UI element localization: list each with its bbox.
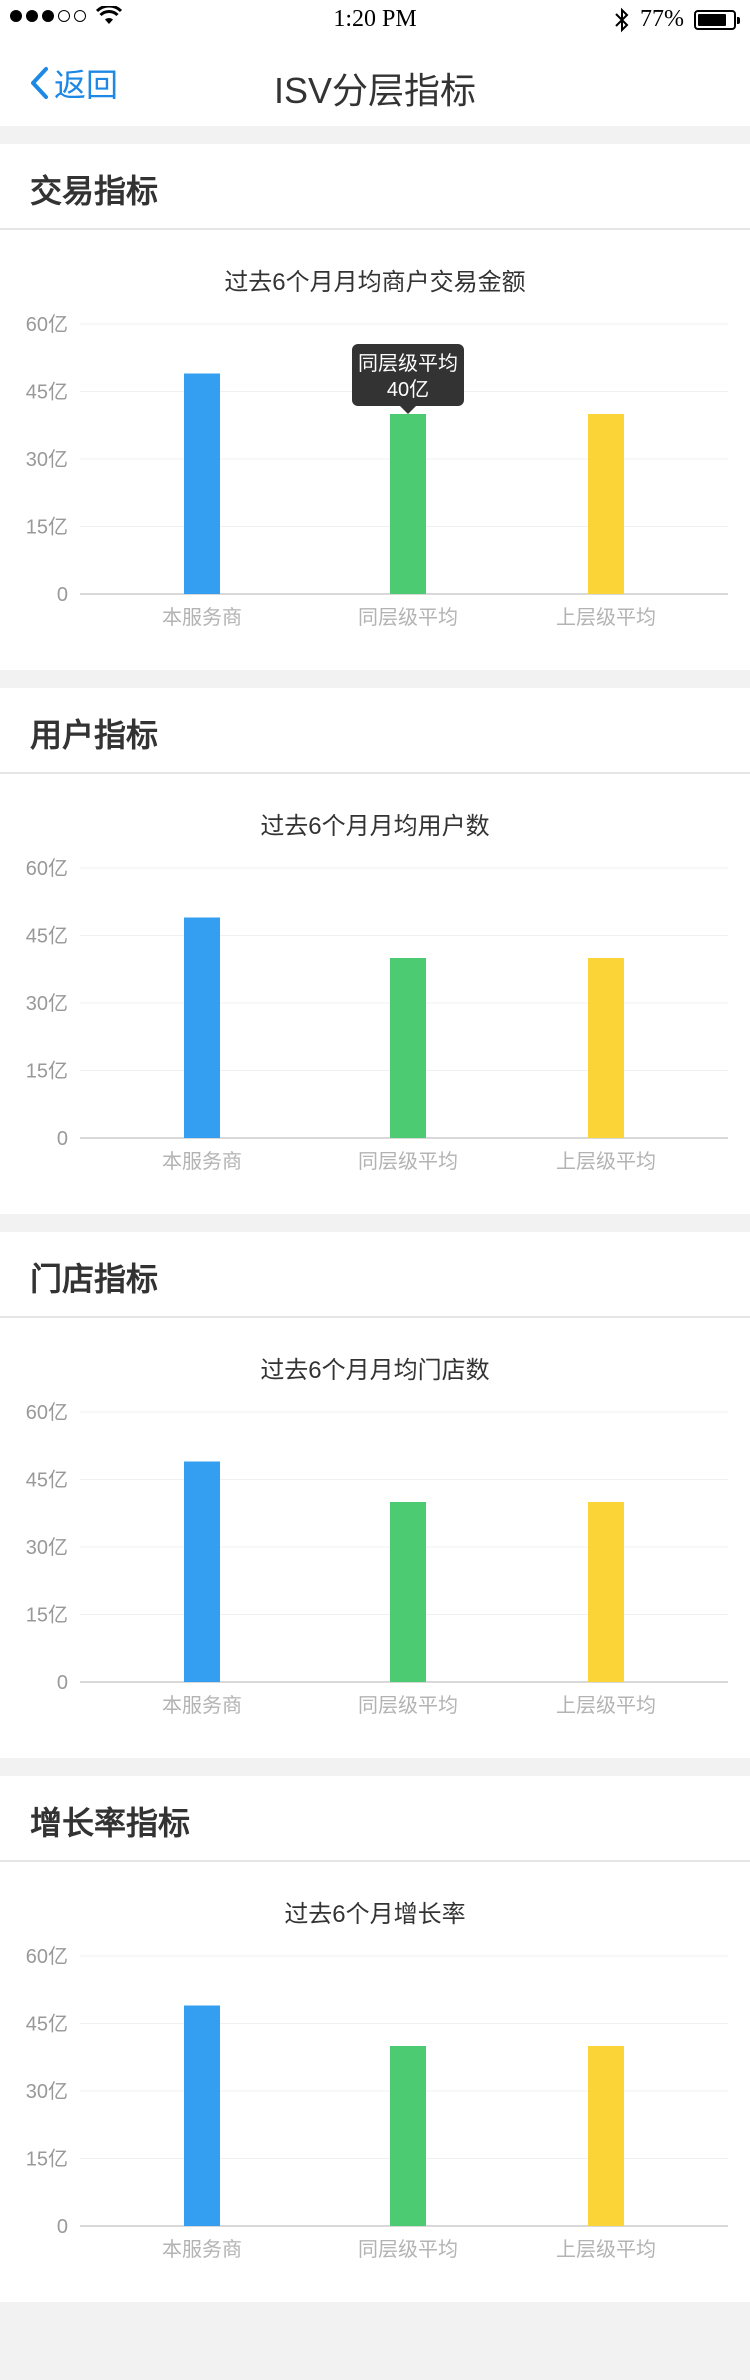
navigation-bar: 返回 ISV分层指标 (0, 40, 750, 126)
x-tick-label: 同层级平均 (358, 606, 458, 629)
x-tick-label: 同层级平均 (358, 2238, 458, 2261)
chart-title: 过去6个月月均门店数 (260, 1357, 490, 1384)
battery-icon (694, 9, 740, 30)
bar (390, 958, 426, 1138)
y-tick-label: 0 (57, 2216, 68, 2238)
section-title: 交易指标 (30, 173, 159, 209)
chart-title: 过去6个月月均商户交易金额 (224, 269, 526, 296)
tooltip: 同层级平均 40亿 (352, 344, 464, 414)
tooltip-value: 40亿 (387, 378, 429, 401)
bar (390, 1502, 426, 1682)
x-tick-label: 上层级平均 (556, 1150, 656, 1173)
store-metrics-section: 门店指标 过去6个月月均门店数 0 15亿 30亿 45亿 60亿本服务商 同层级平均 上层… (0, 1232, 750, 1758)
x-tick-label: 上层级平均 (556, 1694, 656, 1717)
x-tick-label: 本服务商 (162, 606, 242, 629)
section-title: 用户指标 (30, 717, 159, 753)
back-button[interactable]: 返回 (28, 60, 118, 106)
status-bar: 1:20 PM 77% (0, 0, 750, 40)
section-title: 增长率指标 (30, 1805, 191, 1841)
bar (184, 917, 220, 1138)
bar (390, 414, 426, 594)
section-header (0, 1776, 750, 1862)
back-label: 返回 (54, 67, 119, 103)
y-tick-label: 45亿 (26, 2013, 68, 2036)
chevron-left-icon (31, 67, 48, 99)
y-tick-label: 30亿 (26, 2080, 68, 2103)
bar (184, 2005, 220, 2226)
x-tick-label: 本服务商 (162, 1694, 242, 1717)
x-tick-label: 同层级平均 (358, 1694, 458, 1717)
section-header (0, 688, 750, 774)
battery-percent: 77% (640, 6, 684, 32)
x-tick-label: 上层级平均 (556, 2238, 656, 2261)
bar (390, 2046, 426, 2226)
y-tick-label: 30亿 (26, 448, 68, 471)
y-tick-label: 15亿 (26, 516, 68, 539)
section-header (0, 144, 750, 230)
bar (588, 2046, 624, 2226)
y-tick-label: 30亿 (26, 1536, 68, 1559)
chart-title: 过去6个月月均用户数 (260, 813, 490, 840)
x-tick-label: 本服务商 (162, 1150, 242, 1173)
x-tick-label: 上层级平均 (556, 606, 656, 629)
wifi-icon (96, 6, 122, 24)
section-title: 门店指标 (30, 1261, 159, 1297)
trade-metrics-section: 交易指标 过去6个月月均商户交易金额 0 15亿 30亿 45亿 60亿本服务商 同层级平… (0, 144, 750, 670)
x-tick-label: 同层级平均 (358, 1150, 458, 1173)
y-tick-label: 0 (57, 1128, 68, 1150)
y-tick-label: 60亿 (26, 313, 68, 336)
bar (588, 958, 624, 1138)
y-tick-label: 15亿 (26, 1604, 68, 1627)
tooltip-box (352, 344, 464, 406)
y-tick-label: 45亿 (26, 1469, 68, 1492)
y-tick-label: 60亿 (26, 1945, 68, 1968)
bar (184, 373, 220, 594)
y-tick-label: 45亿 (26, 925, 68, 948)
x-tick-label: 本服务商 (162, 2238, 242, 2261)
tooltip-arrow (400, 406, 416, 414)
growth-metrics-section: 增长率指标 过去6个月增长率 0 15亿 30亿 45亿 60亿本服务商 同层级平均 上层级… (0, 1776, 750, 2302)
y-tick-label: 0 (57, 1672, 68, 1694)
y-tick-label: 15亿 (26, 2148, 68, 2171)
chart-title: 过去6个月增长率 (284, 1901, 466, 1928)
status-time: 1:20 PM (333, 6, 417, 32)
signal-strength-icon (10, 6, 122, 26)
y-tick-label: 60亿 (26, 857, 68, 880)
y-tick-label: 60亿 (26, 1401, 68, 1424)
tooltip-label: 同层级平均 (358, 352, 458, 375)
bluetooth-icon (615, 7, 629, 32)
bar (588, 414, 624, 594)
y-tick-label: 45亿 (26, 381, 68, 404)
bar (184, 1461, 220, 1682)
section-header (0, 1232, 750, 1318)
user-metrics-section: 用户指标 过去6个月月均用户数 0 15亿 30亿 45亿 60亿本服务商 同层级平均 上层… (0, 688, 750, 1214)
y-tick-label: 0 (57, 584, 68, 606)
bar (588, 1502, 624, 1682)
y-tick-label: 30亿 (26, 992, 68, 1015)
y-tick-label: 15亿 (26, 1060, 68, 1083)
